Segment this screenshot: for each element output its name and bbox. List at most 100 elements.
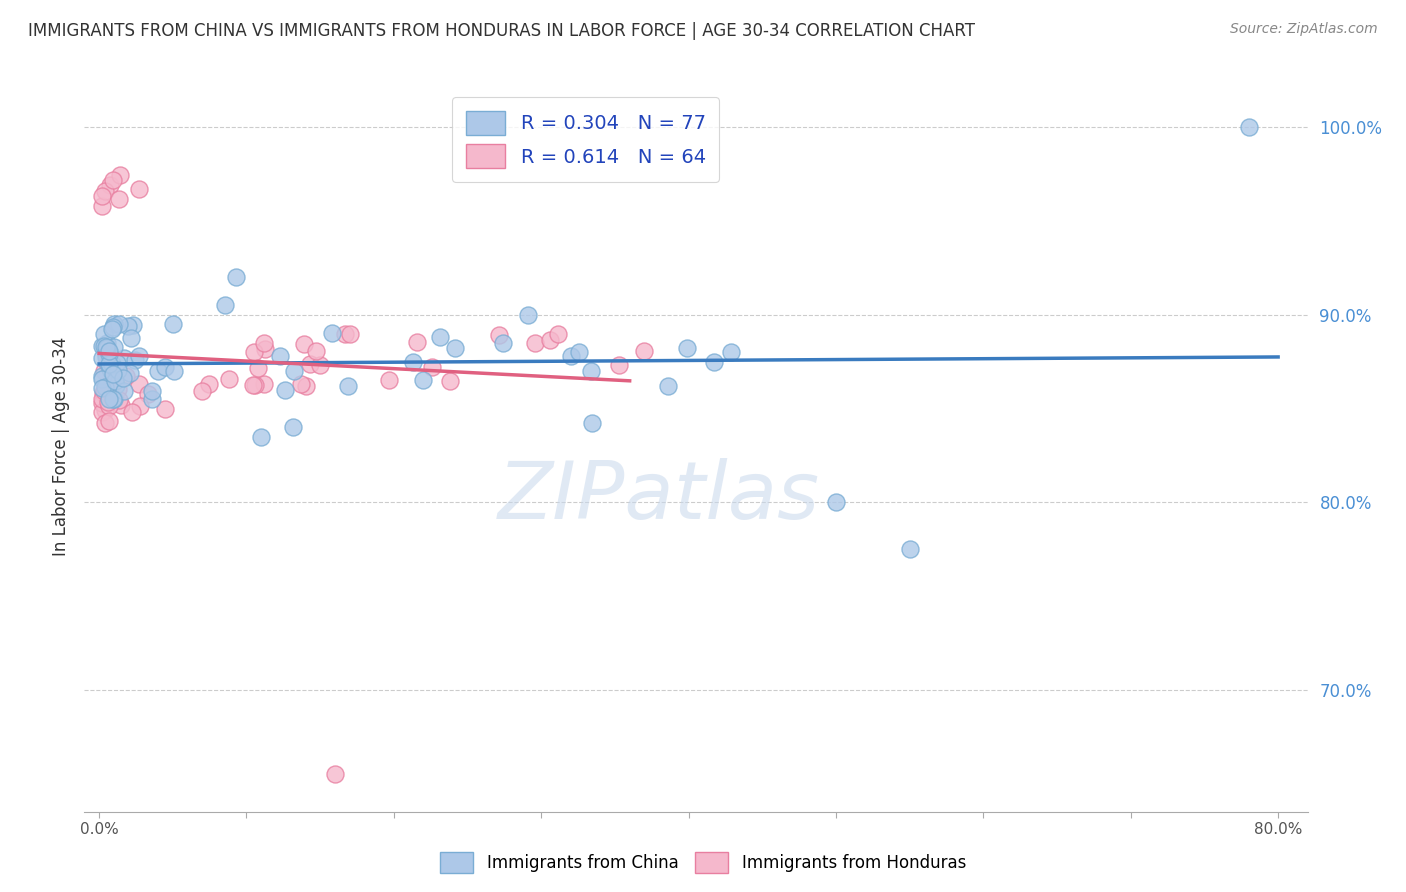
Point bbox=[429, 330, 451, 344]
Point bbox=[443, 342, 465, 356]
Point bbox=[103, 341, 125, 355]
Point bbox=[101, 357, 124, 371]
Point bbox=[898, 542, 921, 557]
Point bbox=[581, 417, 603, 431]
Point bbox=[198, 376, 221, 391]
Point bbox=[517, 308, 540, 322]
Point bbox=[218, 372, 240, 386]
Point bbox=[333, 326, 356, 341]
Text: ZIPatlas: ZIPatlas bbox=[498, 458, 820, 536]
Point bbox=[141, 392, 163, 406]
Point bbox=[214, 298, 236, 312]
Point bbox=[323, 767, 346, 781]
Point bbox=[523, 335, 546, 350]
Point bbox=[560, 349, 582, 363]
Point bbox=[243, 345, 266, 359]
Point bbox=[107, 382, 129, 396]
Point bbox=[191, 384, 214, 398]
Point bbox=[321, 326, 343, 341]
Point bbox=[283, 364, 305, 378]
Point bbox=[91, 369, 114, 384]
Point bbox=[141, 384, 163, 398]
Point bbox=[91, 372, 114, 386]
Point bbox=[108, 168, 131, 182]
Point bbox=[290, 377, 312, 392]
Point bbox=[402, 354, 425, 368]
Point bbox=[163, 364, 186, 378]
Point bbox=[101, 367, 124, 381]
Point bbox=[93, 339, 115, 353]
Point bbox=[98, 385, 121, 400]
Point bbox=[128, 377, 150, 392]
Point bbox=[111, 371, 134, 385]
Point bbox=[155, 360, 177, 375]
Text: IMMIGRANTS FROM CHINA VS IMMIGRANTS FROM HONDURAS IN LABOR FORCE | AGE 30-34 COR: IMMIGRANTS FROM CHINA VS IMMIGRANTS FROM… bbox=[28, 22, 976, 40]
Point bbox=[91, 381, 114, 395]
Point bbox=[96, 336, 118, 351]
Point bbox=[98, 414, 121, 428]
Point bbox=[412, 373, 434, 387]
Legend: Immigrants from China, Immigrants from Honduras: Immigrants from China, Immigrants from H… bbox=[433, 846, 973, 880]
Point bbox=[720, 345, 742, 359]
Point bbox=[136, 387, 159, 401]
Point bbox=[299, 357, 322, 371]
Point bbox=[94, 380, 117, 394]
Point bbox=[825, 495, 848, 509]
Point bbox=[93, 384, 115, 398]
Point bbox=[101, 173, 124, 187]
Point bbox=[103, 317, 125, 331]
Point bbox=[676, 342, 699, 356]
Point bbox=[97, 400, 120, 414]
Point bbox=[91, 199, 114, 213]
Point bbox=[108, 393, 131, 408]
Point bbox=[609, 358, 631, 372]
Point bbox=[153, 402, 176, 417]
Point bbox=[1237, 120, 1260, 135]
Point bbox=[538, 333, 561, 347]
Point bbox=[91, 189, 114, 203]
Point bbox=[96, 340, 118, 354]
Point bbox=[657, 379, 679, 393]
Point bbox=[118, 366, 141, 380]
Point bbox=[98, 392, 121, 406]
Point bbox=[703, 354, 725, 368]
Point bbox=[124, 353, 146, 368]
Point bbox=[295, 378, 318, 392]
Point bbox=[93, 326, 115, 341]
Point bbox=[104, 368, 127, 383]
Point bbox=[250, 429, 273, 443]
Point bbox=[110, 398, 132, 412]
Point bbox=[96, 341, 118, 355]
Point bbox=[120, 331, 142, 345]
Point bbox=[253, 336, 276, 351]
Point bbox=[309, 358, 332, 372]
Point bbox=[245, 377, 267, 392]
Point bbox=[103, 370, 125, 384]
Point bbox=[274, 383, 297, 397]
Point bbox=[94, 416, 117, 430]
Point bbox=[254, 342, 277, 356]
Point bbox=[112, 351, 135, 365]
Point bbox=[568, 345, 591, 359]
Point bbox=[281, 420, 304, 434]
Point bbox=[633, 344, 655, 359]
Point bbox=[121, 318, 143, 333]
Point bbox=[225, 270, 247, 285]
Point bbox=[91, 339, 114, 353]
Point bbox=[94, 347, 117, 361]
Point bbox=[242, 378, 264, 392]
Legend: R = 0.304   N = 77, R = 0.614   N = 64: R = 0.304 N = 77, R = 0.614 N = 64 bbox=[453, 97, 720, 182]
Point bbox=[579, 364, 602, 378]
Point bbox=[128, 349, 150, 363]
Point bbox=[103, 320, 125, 334]
Point bbox=[337, 379, 360, 393]
Point bbox=[103, 392, 125, 406]
Point bbox=[129, 399, 152, 413]
Point bbox=[117, 319, 139, 334]
Point bbox=[420, 359, 443, 374]
Y-axis label: In Labor Force | Age 30-34: In Labor Force | Age 30-34 bbox=[52, 336, 70, 556]
Point bbox=[148, 363, 170, 377]
Point bbox=[94, 403, 117, 417]
Point bbox=[98, 344, 121, 359]
Point bbox=[253, 377, 276, 392]
